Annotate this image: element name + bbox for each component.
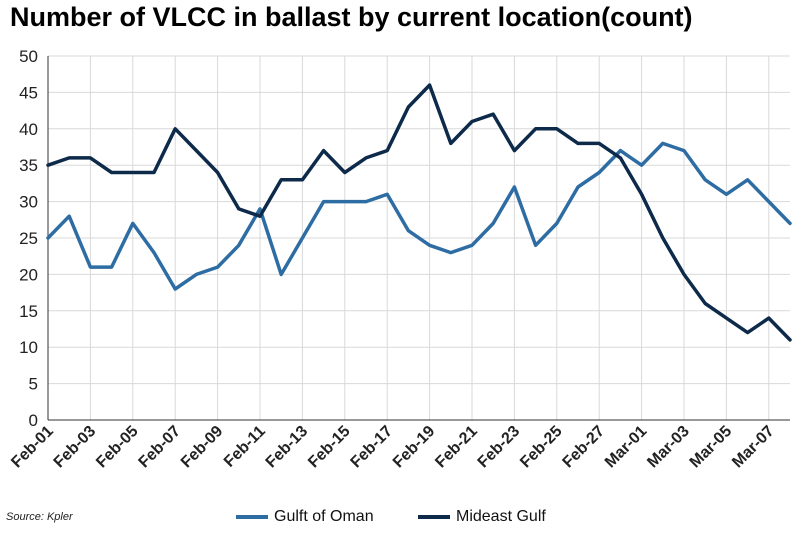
legend-label-gulf-of-oman: Gulft of Oman [274,508,374,525]
source-note: Source: Kpler [6,511,73,523]
x-tick-label: Feb-15 [305,423,354,472]
x-tick-label: Mar-05 [687,423,736,472]
x-tick-label: Feb-27 [560,423,609,472]
legend-label-mideast-gulf: Mideast Gulf [456,508,546,525]
x-tick-label: Feb-03 [51,423,100,472]
y-tick-label: 30 [19,193,38,212]
x-tick-label: Mar-03 [644,423,693,472]
x-tick-label: Mar-07 [729,423,778,472]
x-tick-label: Feb-11 [221,423,269,471]
y-tick-label: 35 [19,156,38,175]
series-line-mideast-gulf [46,83,792,342]
series-line-gulf-of-oman [46,141,792,291]
y-tick-label: 0 [29,411,38,430]
x-tick-label: Feb-21 [432,423,481,472]
x-tick-label: Feb-23 [475,423,524,472]
x-tick-label: Feb-17 [348,423,397,472]
x-tick-label: Feb-07 [136,423,185,472]
legend-item-mideast-gulf: Mideast Gulf [418,508,546,526]
x-tick-label: Feb-19 [390,423,439,472]
x-tick-label: Feb-09 [178,423,227,472]
gridlines [47,55,790,421]
y-tick-label: 5 [29,375,38,394]
x-tick-label: Feb-05 [93,423,142,472]
legend-swatch-mideast-gulf [418,515,450,519]
x-tick-label: Feb-13 [263,423,312,472]
y-tick-label: 15 [19,302,38,321]
x-tick-labels: Feb-01Feb-03Feb-05Feb-07Feb-09Feb-11Feb-… [8,423,777,472]
chart-title: Number of VLCC in ballast by current loc… [10,2,693,32]
y-tick-label: 50 [19,47,38,66]
x-tick-label: Mar-01 [602,423,651,472]
y-tick-label: 10 [19,338,38,357]
legend-item-gulf-of-oman: Gulft of Oman [236,508,374,526]
y-tick-label: 40 [19,120,38,139]
legend-swatch-gulf-of-oman [236,515,268,519]
y-tick-labels: 0 5 10 15 20 25 30 35 40 45 50 [19,47,38,430]
series-lines [46,83,792,342]
x-tick-label: Feb-01 [8,423,57,472]
y-tick-label: 20 [19,265,38,284]
y-tick-label: 25 [19,229,38,248]
x-tick-label: Feb-25 [517,423,566,472]
y-tick-label: 45 [19,83,38,102]
